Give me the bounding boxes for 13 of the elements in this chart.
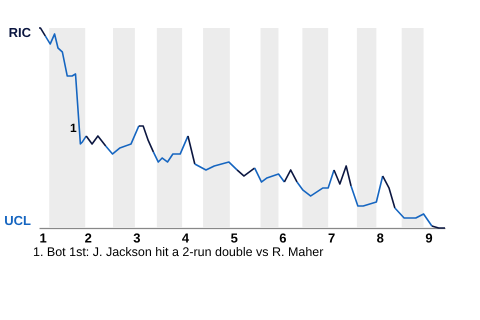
text: 1. Bot 1st: J. Jackson hit a 2-run double vs R. Maher (33, 245, 324, 259)
x-tick-label: 8 (376, 230, 384, 246)
text: UCL (4, 213, 32, 228)
x-tick-label: 4 (182, 230, 190, 246)
annotation: 1 (70, 121, 77, 135)
x-tick-label: 9 (425, 230, 433, 246)
x-tick-label: 5 (230, 230, 238, 246)
x-tick-label: 2 (84, 230, 92, 246)
x-tick-label: 1 (40, 230, 47, 246)
text: RIC (8, 25, 32, 40)
x-tick-label: 3 (133, 230, 140, 246)
x-tick-label: 7 (328, 230, 336, 246)
x-tick-label: 6 (279, 230, 287, 246)
